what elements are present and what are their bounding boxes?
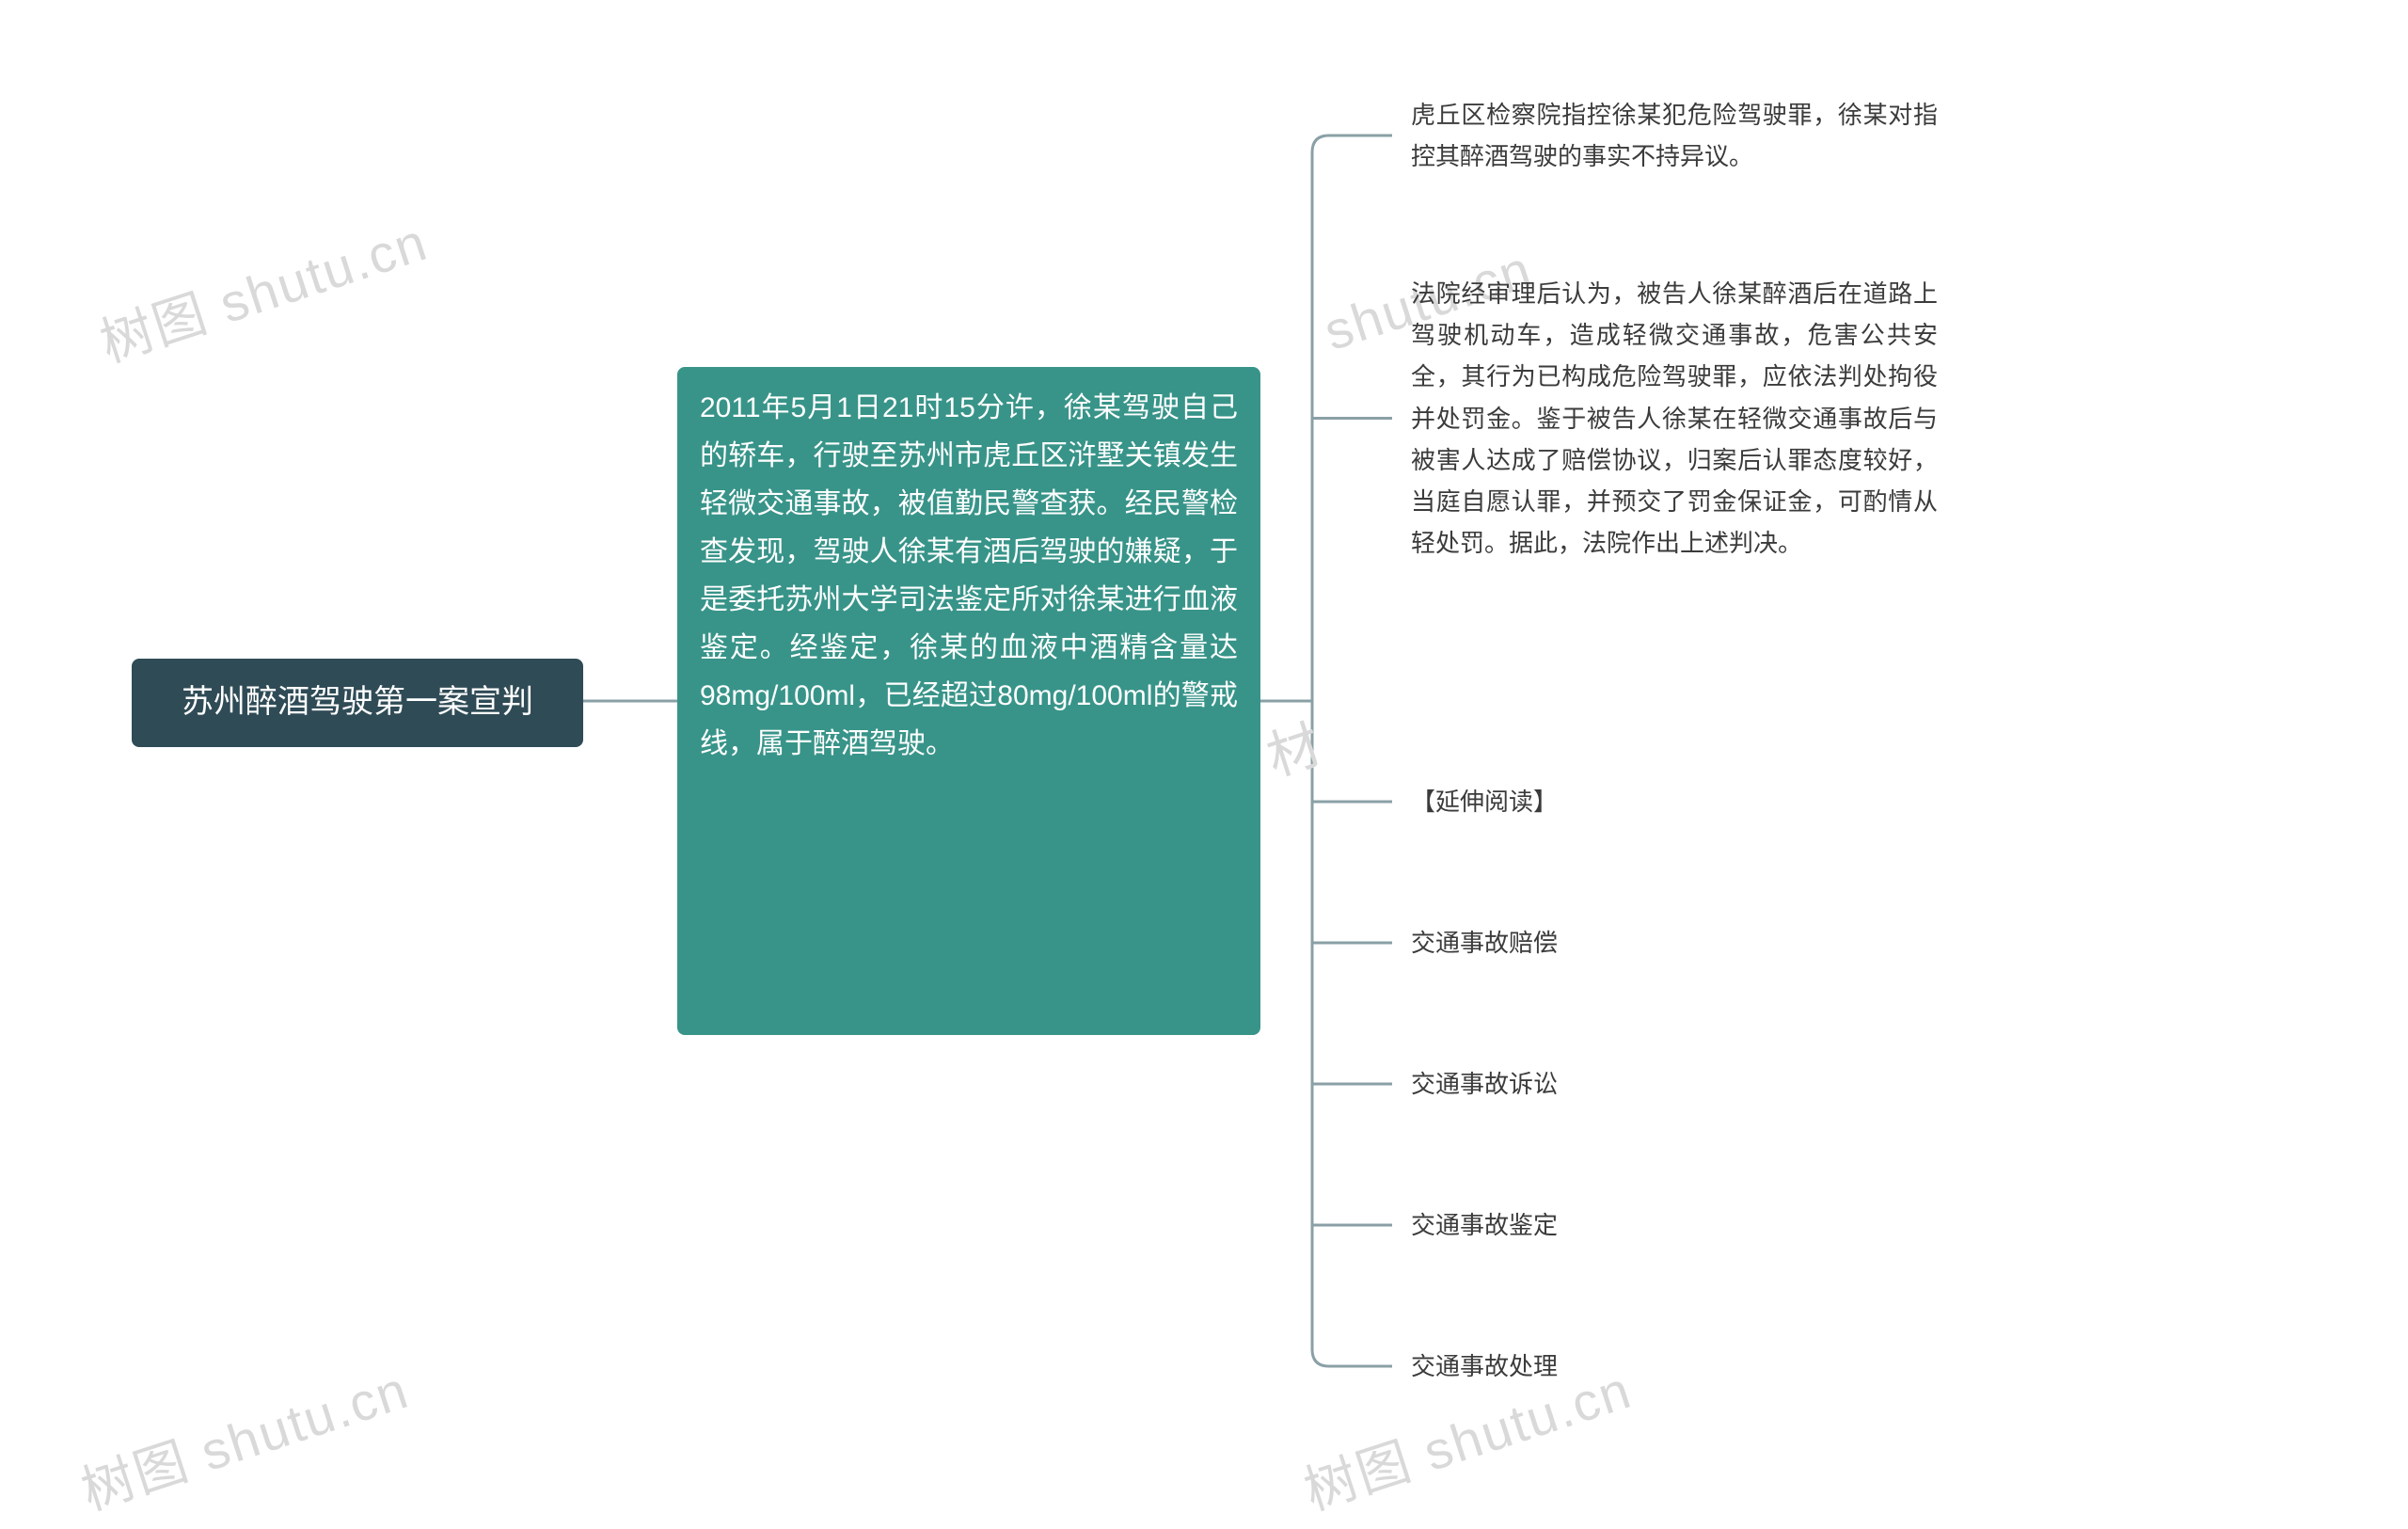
mindmap-leaf-node[interactable]: 【延伸阅读】 (1411, 781, 1693, 822)
watermark-text: 树图 shutu.cn (89, 199, 436, 377)
mindmap-leaf-node[interactable]: 法院经审理后认为，被告人徐某醉酒后在道路上驾驶机动车，造成轻微交通事故，危害公共… (1411, 273, 1938, 564)
leaf-text: 【延伸阅读】 (1411, 788, 1558, 816)
mindmap-leaf-node[interactable]: 虎丘区检察院指控徐某犯危险驾驶罪，徐某对指控其醉酒驾驶的事实不持异议。 (1411, 94, 1938, 177)
leaf-text: 交通事故诉讼 (1411, 1070, 1558, 1098)
mindmap-leaf-node[interactable]: 交通事故诉讼 (1411, 1063, 1693, 1105)
mindmap-root-node[interactable]: 苏州醉酒驾驶第一案宣判 (132, 659, 583, 747)
mindmap-leaf-node[interactable]: 交通事故处理 (1411, 1346, 1693, 1387)
connector-line (1312, 701, 1329, 1366)
leaf-text: 交通事故鉴定 (1411, 1211, 1558, 1239)
leaf-text: 交通事故处理 (1411, 1352, 1558, 1380)
root-label: 苏州醉酒驾驶第一案宣判 (182, 684, 533, 720)
mindmap-leaf-node[interactable]: 交通事故赔偿 (1411, 922, 1693, 964)
mindmap-canvas: 树图 shutu.cnshutu.cn树图 shutu.cn树图 shutu.c… (0, 0, 2408, 1529)
mindmap-leaf-node[interactable]: 交通事故鉴定 (1411, 1204, 1693, 1246)
connector-line (1312, 135, 1329, 701)
watermark-text: 树图 shutu.cn (71, 1347, 418, 1525)
branch-text: 2011年5月1日21时15分许，徐某驾驶自己的轿车，行驶至苏州市虎丘区浒墅关镇… (700, 392, 1238, 759)
leaf-text: 法院经审理后认为，被告人徐某醉酒后在道路上驾驶机动车，造成轻微交通事故，危害公共… (1411, 279, 1938, 557)
leaf-text: 交通事故赔偿 (1411, 929, 1558, 957)
mindmap-branch-node[interactable]: 2011年5月1日21时15分许，徐某驾驶自己的轿车，行驶至苏州市虎丘区浒墅关镇… (677, 367, 1260, 1035)
leaf-text: 虎丘区检察院指控徐某犯危险驾驶罪，徐某对指控其醉酒驾驶的事实不持异议。 (1411, 101, 1938, 170)
watermark-text: 材 (1256, 702, 1331, 791)
